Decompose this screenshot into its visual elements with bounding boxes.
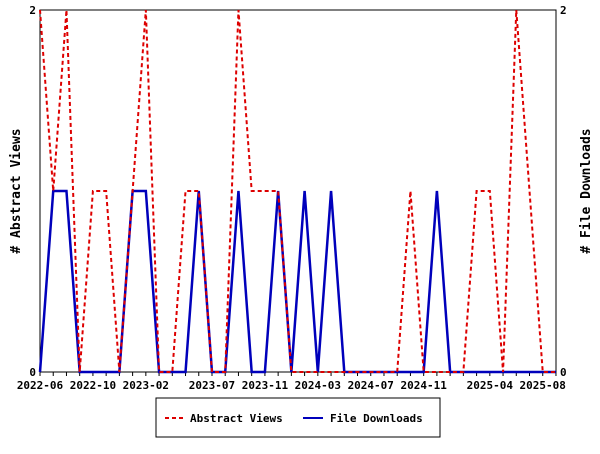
legend-label-downloads: File Downloads xyxy=(330,412,423,425)
x-tick-label: 2025-04 xyxy=(467,379,514,392)
y-left-tick-top: 2 xyxy=(29,4,36,17)
x-tick-label: 2023-11 xyxy=(242,379,289,392)
x-tick-label: 2024-03 xyxy=(295,379,341,392)
y-axis-left-label: # Abstract Views xyxy=(9,128,24,253)
y-right-tick-top: 2 xyxy=(560,4,567,17)
plot-frame xyxy=(39,9,557,373)
x-tick-label: 2025-08 xyxy=(520,379,566,392)
legend: Abstract Views File Downloads xyxy=(155,397,441,438)
x-tick-label: 2023-02 xyxy=(123,379,169,392)
x-tick-label: 2022-10 xyxy=(70,379,116,392)
x-tick-label: 2024-07 xyxy=(348,379,394,392)
y-axis-right-label: # File Downloads xyxy=(579,128,594,253)
x-tick-label: 2024-11 xyxy=(400,379,447,392)
x-tick-label: 2023-07 xyxy=(189,379,235,392)
y-left-tick-bottom: 0 xyxy=(29,366,36,379)
x-tick-label: 2022-06 xyxy=(17,379,64,392)
legend-label-views: Abstract Views xyxy=(190,412,283,425)
series-line-abstract-views xyxy=(39,9,556,373)
y-right-tick-bottom: 0 xyxy=(560,366,567,379)
